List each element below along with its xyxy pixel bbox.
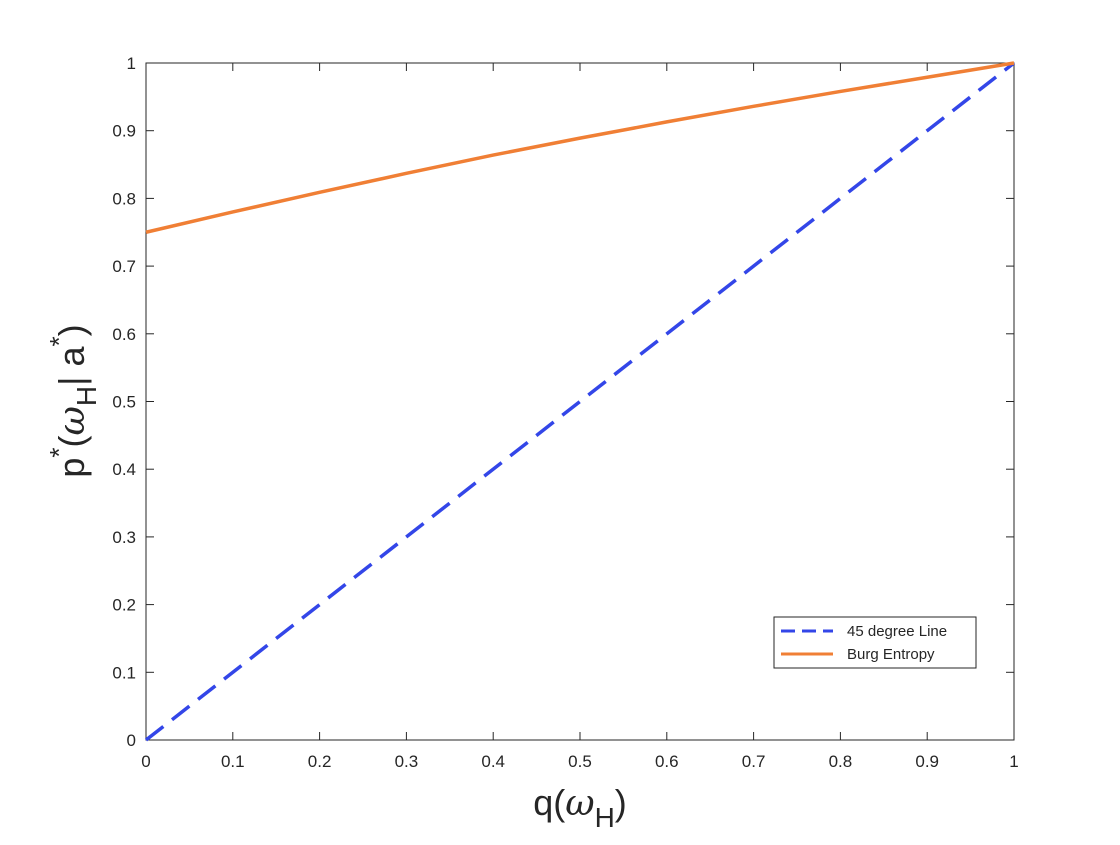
series-layer xyxy=(144,61,1016,742)
y-tick-label: 0.8 xyxy=(112,189,136,208)
series-line-45-degree-line xyxy=(144,61,1016,742)
ticks-layer: 0 0.1 0.2 0.3 0.4 0.5 0.6 0.7 0.8 0.9 1 0 0.1 0.2 0.3 0… xyxy=(112,54,1018,771)
x-tick-label: 0.8 xyxy=(829,752,853,771)
x-axis-label: q(ωH) xyxy=(533,782,627,833)
y-tick-label: 1 xyxy=(127,54,136,73)
legend-label-burg-entropy: Burg Entropy xyxy=(847,646,935,663)
y-axis-label: p*(ωH| a*) xyxy=(44,324,102,477)
x-tick-label: 0.2 xyxy=(308,752,332,771)
y-tick-label: 0 xyxy=(127,731,136,750)
legend-label-45-degree-line: 45 degree Line xyxy=(847,623,947,640)
y-tick-label: 0.6 xyxy=(112,325,136,344)
series-line-burg-entropy xyxy=(145,61,1015,234)
x-tick-label: 0.6 xyxy=(655,752,679,771)
x-tick-label: 0.3 xyxy=(395,752,419,771)
y-tick-label: 0.4 xyxy=(112,460,136,479)
y-tick-label: 0.2 xyxy=(112,596,136,615)
y-tick-label: 0.7 xyxy=(112,257,136,276)
y-tick-label: 0.5 xyxy=(112,393,136,412)
y-tick-label: 0.9 xyxy=(112,122,136,141)
legend: 45 degree Line Burg Entropy xyxy=(773,616,977,669)
y-tick-label: 0.3 xyxy=(112,528,136,547)
x-tick-label: 0.5 xyxy=(568,752,592,771)
x-tick-label: 0.1 xyxy=(221,752,245,771)
x-tick-label: 0.7 xyxy=(742,752,766,771)
x-tick-label: 0.4 xyxy=(481,752,505,771)
x-tick-label: 0 xyxy=(141,752,150,771)
legend-box xyxy=(773,616,977,669)
x-tick-label: 0.9 xyxy=(915,752,939,771)
y-tick-label: 0.1 xyxy=(112,663,136,682)
x-tick-label: 1 xyxy=(1009,752,1018,771)
